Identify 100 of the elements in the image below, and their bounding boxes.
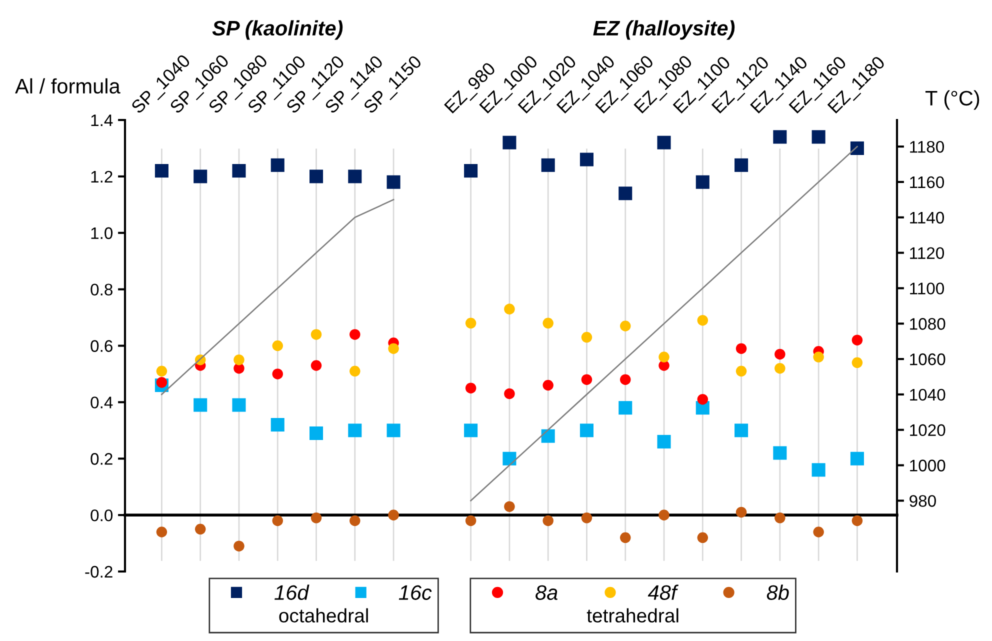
y-tick-label: 1.0 (91, 227, 113, 240)
y2-tick-label: 1060 (910, 353, 946, 366)
legend-label: 16c (398, 585, 432, 600)
point (386, 175, 400, 189)
point (581, 332, 592, 343)
point (658, 510, 670, 520)
point (234, 540, 244, 552)
y-tick-label: 0.4 (90, 396, 113, 408)
point (348, 424, 362, 438)
point (658, 352, 670, 362)
point (388, 510, 399, 520)
point (736, 506, 747, 518)
point (852, 357, 863, 368)
point (620, 320, 631, 332)
y2-tick-label: 1140 (910, 212, 944, 224)
point (580, 152, 594, 166)
text: SP (kaolinite) (212, 20, 343, 40)
point (272, 368, 283, 380)
y-tick-label: 0.0 (90, 509, 113, 522)
point (350, 366, 360, 377)
point (156, 366, 168, 377)
point (850, 141, 864, 155)
point (156, 377, 168, 388)
point (310, 512, 322, 524)
point (581, 374, 592, 385)
point (154, 164, 168, 178)
point (541, 429, 555, 443)
y2-tick-label: 1080 (910, 318, 946, 330)
point (620, 532, 631, 544)
point (734, 158, 748, 172)
point (310, 360, 322, 371)
point (272, 515, 283, 526)
y2-axis-title: T (°C) (925, 90, 980, 110)
point (812, 463, 826, 477)
point (697, 314, 708, 326)
point (504, 304, 515, 314)
point (736, 366, 747, 377)
point (734, 424, 748, 438)
point (309, 170, 324, 184)
point (773, 130, 787, 144)
point (504, 501, 515, 512)
point (234, 354, 244, 366)
legend-label: 8b (766, 584, 789, 600)
point (465, 318, 476, 329)
point (697, 394, 708, 405)
y2-tick-label: 1120 (910, 247, 944, 259)
point (350, 329, 360, 340)
legend-label: 16d (274, 584, 310, 600)
point (618, 401, 632, 415)
y2-tick-label: 1040 (910, 388, 946, 401)
legend-label: 8a (536, 585, 558, 600)
y2-tick-label: 1000 (910, 460, 946, 472)
point (696, 175, 710, 189)
point (813, 526, 824, 538)
text: octahedral (279, 608, 368, 623)
point (348, 170, 362, 184)
point (736, 343, 747, 354)
point (270, 158, 284, 172)
point (309, 426, 324, 440)
point (774, 362, 786, 374)
y2-tick-label: 1020 (910, 424, 946, 436)
point (502, 136, 516, 150)
point (852, 515, 863, 526)
point (813, 352, 824, 362)
point (581, 512, 592, 524)
y-tick-label: 1.2 (91, 170, 112, 182)
y-tick-label: 1.4 (91, 114, 113, 126)
point (272, 340, 283, 352)
y2-tick-label: 1100 (910, 282, 944, 294)
point (465, 382, 476, 394)
point (580, 424, 594, 438)
y2-tick-label: 980 (910, 495, 936, 507)
point (386, 424, 400, 438)
point (618, 186, 632, 200)
point (232, 164, 246, 178)
point (388, 343, 399, 354)
point (773, 446, 787, 460)
point (502, 452, 516, 466)
point (850, 452, 864, 466)
point (541, 158, 555, 172)
point (542, 380, 554, 391)
point (194, 524, 206, 535)
y-axis-title: Al / formula (15, 78, 120, 94)
point (310, 329, 322, 340)
point (657, 136, 671, 150)
point (232, 398, 246, 412)
text: tetrahedral (586, 608, 678, 623)
point (774, 348, 786, 360)
text: EZ (halloysite) (593, 20, 735, 40)
point (504, 388, 515, 400)
point (774, 512, 786, 524)
legend-label: 48f (648, 584, 679, 600)
point (852, 334, 863, 346)
point (350, 515, 360, 526)
y2-tick-label: 1180 (910, 140, 944, 153)
y-tick-label: 0.6 (90, 340, 112, 352)
point (270, 418, 284, 432)
point (657, 434, 671, 448)
point (194, 170, 208, 184)
point (156, 526, 168, 538)
